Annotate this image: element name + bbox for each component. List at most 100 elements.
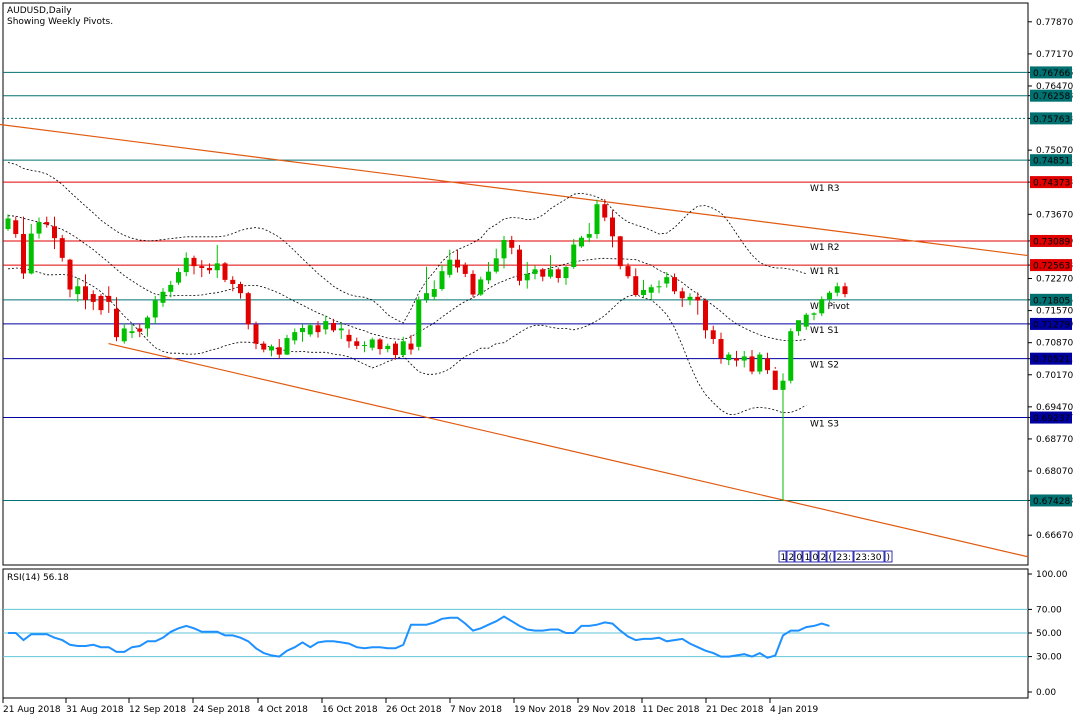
candle-body [641,289,646,296]
price-tag-bg [1030,89,1072,102]
candle-body [145,317,150,329]
x-tick-label: 4 Oct 2018 [258,705,308,715]
candle-body [834,286,840,293]
candle-body [416,299,422,347]
candle-body [757,354,763,372]
candle-body [238,284,243,294]
candle-body [393,343,398,356]
candle-body [160,291,166,303]
x-tick-label: 21 Aug 2018 [3,705,61,715]
candle-body [315,325,321,333]
candle-body [625,266,631,277]
trend-line [108,343,1029,558]
price-tag-bg [1030,176,1072,189]
candle-body [811,313,817,315]
candle-body [323,321,329,330]
y-tick-label: 0.77870 [1036,18,1073,28]
candle-body [548,269,553,277]
pivot-label: W1 Pivot [810,302,850,312]
timeframe-button[interactable] [810,550,819,563]
chart-symbol: AUDUSD,Daily [7,6,72,16]
candle-body [106,295,112,302]
x-tick-label: 24 Sep 2018 [193,705,250,715]
price-tag-label: 0.72563 [1033,262,1070,272]
candle-body [284,338,290,355]
timeframe-button[interactable] [884,550,893,563]
candle-body [253,324,259,344]
candle-body [563,267,569,279]
candle-body [28,233,34,274]
candle-body [718,339,724,359]
candle-body [183,257,189,273]
candle-body [819,299,825,314]
candle-body [656,286,662,288]
timeframe-button[interactable] [786,550,795,563]
candle-body [780,380,786,390]
candle-body [269,346,274,351]
candle-body [385,345,391,350]
price-tag-label: 0.69237 [1033,414,1070,424]
candle-body [121,328,127,342]
candle-body [168,284,174,292]
timeframe-label: 1 [781,553,787,563]
pivot-lines: W1 R3 W1 R2 W1 R1 W1 Pivot W1 S1 W1 S2 W1 S3 [3,181,1028,430]
candle-body [478,279,484,295]
candle-body [765,358,770,371]
candle-body [276,347,282,355]
candle-body [98,295,104,311]
candle-body [245,293,251,325]
timeframe-button[interactable] [834,550,854,563]
candle-body [796,320,801,332]
price-tag-bg [1030,411,1072,424]
timeframe-button[interactable] [794,550,803,563]
candle-body [114,308,119,338]
candle-body [586,234,592,238]
candle-body [772,370,778,390]
y-tick-label: 0.70870 [1036,339,1073,349]
horizontal-levels [3,71,1028,501]
price-tag-bg [1030,293,1072,306]
candle-body [501,239,507,259]
x-tick-label: 19 Nov 2018 [514,705,572,715]
timeframe-button[interactable] [818,550,827,563]
rsi-tick-label: 30.00 [1036,653,1062,663]
price-tag-label: 0.73089 [1033,237,1070,247]
price-tag-bg [1030,317,1072,330]
timeframe-button[interactable] [802,550,811,563]
candle-body [300,328,305,333]
candle-body [36,222,42,234]
candle-body [672,277,677,292]
price-tag-label: 0.71279 [1033,320,1070,330]
trend-lines [0,123,1029,558]
rsi-title: RSI(14) 56.18 [7,573,69,583]
candle-body [803,314,809,327]
timeframe-label: 23: [837,553,851,563]
timeframe-button[interactable] [853,550,885,563]
x-tick-label: 29 Nov 2018 [578,705,636,715]
candle-body [176,272,181,283]
timeframe-button[interactable] [778,550,787,563]
timeframe-widget[interactable]: 1 2 0 1 0 2(23: 23:30) [778,550,893,563]
pivot-label: W1 S3 [810,420,839,430]
candle-body [338,328,344,331]
candle-body [191,257,197,267]
candle-body [734,358,739,361]
rsi-tick-label: 0.00 [1036,688,1056,698]
timeframe-label: 2 [821,553,827,563]
price-tag-bg [1030,259,1072,272]
pivot-label: W1 R3 [810,184,839,194]
price-tag-label: 0.70521 [1033,355,1070,365]
candle-body [517,249,522,281]
candle-body [687,296,693,301]
candle-body [788,331,794,381]
candle-body [400,341,406,356]
candle-body [493,258,499,272]
candle-body [90,294,96,302]
x-tick-label: 7 Nov 2018 [450,705,502,715]
time-axis: 21 Aug 2018 31 Aug 2018 12 Sep 2018 24 Sep … [2,698,818,715]
candle-body [633,276,639,296]
price-tag-bg [1030,66,1072,79]
timeframe-button[interactable] [826,550,835,563]
bollinger-upper [7,162,807,324]
